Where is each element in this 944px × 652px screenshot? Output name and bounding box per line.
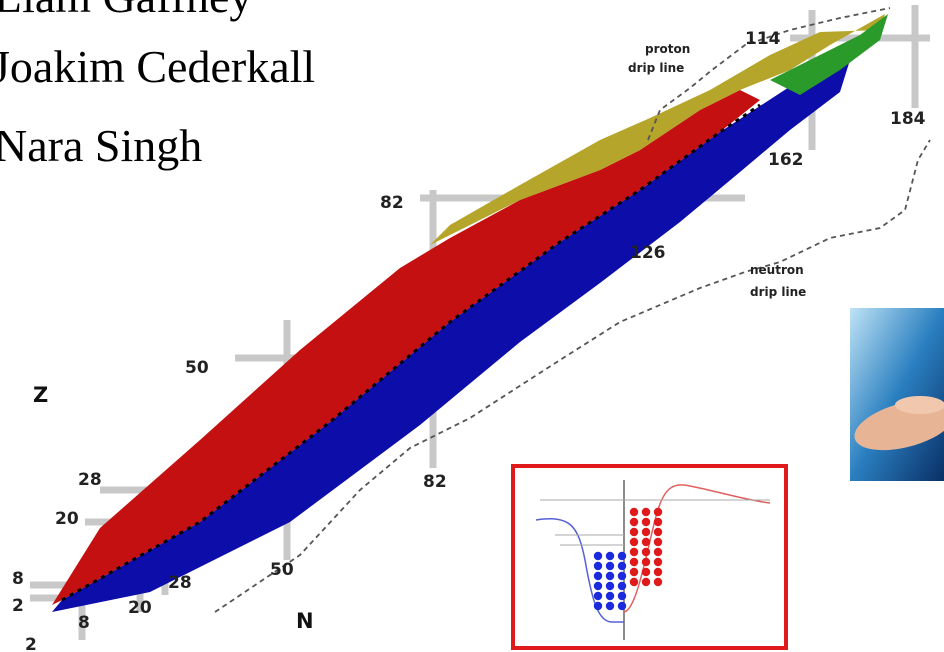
nucleon-dot: [654, 548, 662, 556]
nucleon-dot: [642, 568, 650, 576]
z-magic-label: 2: [12, 596, 24, 616]
nucleon-dot: [618, 602, 626, 610]
nucleon-dot: [642, 528, 650, 536]
n-magic-label: 82: [423, 472, 447, 492]
z-magic-label: 20: [55, 509, 79, 529]
nucleon-dot: [654, 558, 662, 566]
nucleon-dot: [606, 582, 614, 590]
n-magic-label: 126: [630, 243, 666, 263]
author-name: Liam Gaffney: [0, 0, 252, 22]
axis-label: N: [296, 609, 314, 633]
nucleon-dot: [594, 562, 602, 570]
n-magic-label: 184: [890, 109, 926, 129]
n-magic-label: 162: [768, 150, 804, 170]
z-magic-label: 82: [380, 193, 404, 213]
nucleon-dot: [630, 578, 638, 586]
nucleon-dot: [594, 572, 602, 580]
nucleon-dot: [630, 528, 638, 536]
axis-label: Z: [33, 383, 48, 407]
nuclide-chart: proton drip line neutron drip line Z N 2…: [12, 5, 930, 652]
photo: [849, 308, 944, 481]
drip-label: neutron: [750, 263, 804, 277]
n-magic-label: 8: [78, 613, 90, 633]
nucleon-dot: [606, 562, 614, 570]
nucleon-dot: [594, 602, 602, 610]
nucleon-dot: [654, 568, 662, 576]
nucleon-dot: [654, 508, 662, 516]
nucleon-dot: [654, 518, 662, 526]
drip-label: drip line: [750, 285, 806, 299]
nucleon-dot: [642, 508, 650, 516]
nucleon-dot: [606, 602, 614, 610]
nucleon-dot: [594, 592, 602, 600]
z-magic-label: 50: [185, 358, 209, 378]
nucleon-dot: [606, 552, 614, 560]
drip-label: proton: [645, 42, 690, 56]
n-magic-label: 2: [25, 635, 37, 652]
nucleon-dot: [606, 592, 614, 600]
nucleon-dot: [630, 548, 638, 556]
nucleon-dot: [642, 538, 650, 546]
nucleon-dot: [642, 548, 650, 556]
nucleon-dot: [654, 538, 662, 546]
nucleon-dot: [606, 572, 614, 580]
nucleon-dot: [618, 592, 626, 600]
shell-model-inset: [513, 466, 786, 648]
photo-hand: [895, 396, 944, 414]
nucleon-dot: [594, 582, 602, 590]
n-magic-label: 20: [128, 598, 152, 618]
n-magic-label: 50: [270, 560, 294, 580]
nucleon-dot: [618, 552, 626, 560]
inset-frame: [513, 466, 786, 648]
nucleon-dot: [654, 578, 662, 586]
nucleon-dot: [630, 518, 638, 526]
nucleon-dot: [642, 558, 650, 566]
photo-background: [850, 308, 944, 481]
nucleon-dot: [642, 518, 650, 526]
nucleon-dot: [630, 558, 638, 566]
n-magic-label: 28: [168, 573, 192, 593]
nucleon-dot: [618, 562, 626, 570]
nucleon-dot: [630, 568, 638, 576]
slide: Liam Gaffney Joakim Cederkall Nara Singh: [0, 0, 944, 652]
nucleon-dot: [594, 552, 602, 560]
z-magic-label: 114: [745, 29, 781, 49]
nucleon-dot: [642, 578, 650, 586]
nucleon-dot: [654, 528, 662, 536]
z-magic-label: 8: [12, 569, 24, 589]
nucleon-dot: [630, 508, 638, 516]
z-magic-label: 28: [78, 470, 102, 490]
drip-label: drip line: [628, 61, 684, 75]
nucleon-dot: [630, 538, 638, 546]
nucleon-dot: [618, 582, 626, 590]
nucleon-dot: [618, 572, 626, 580]
author-name: Joakim Cederkall: [0, 41, 315, 92]
author-name: Nara Singh: [0, 120, 202, 171]
